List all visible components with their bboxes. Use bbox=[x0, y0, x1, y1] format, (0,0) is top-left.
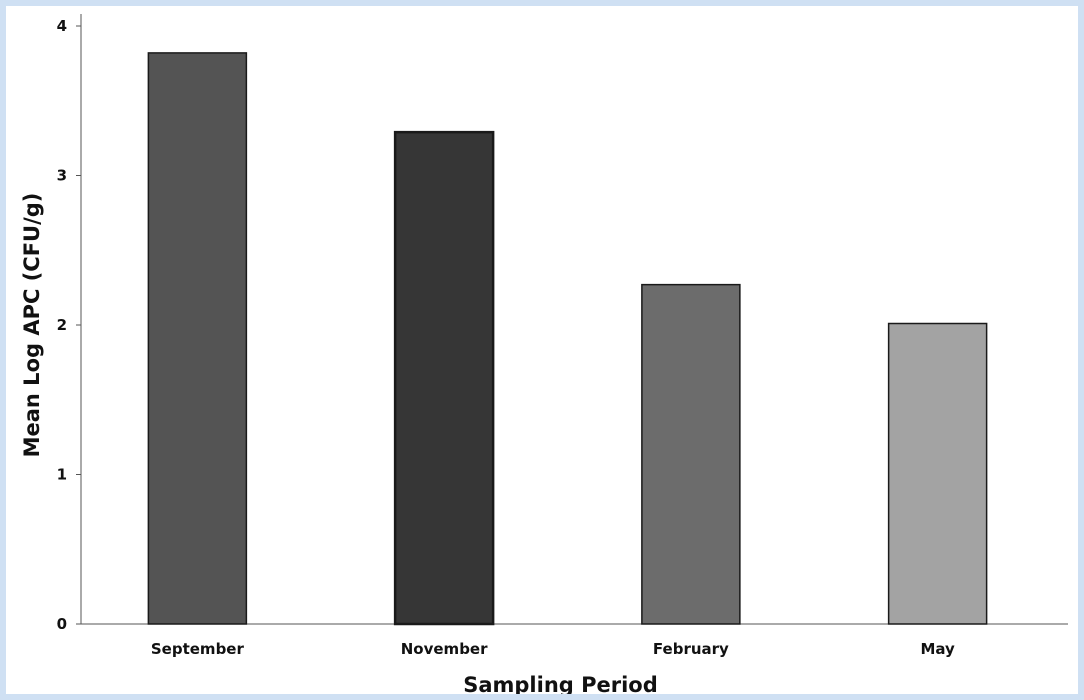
y-tick-label: 2 bbox=[57, 316, 67, 334]
x-axis-title: Sampling Period bbox=[463, 673, 658, 694]
y-tick-label: 4 bbox=[57, 17, 67, 35]
y-tick-label: 3 bbox=[57, 167, 67, 185]
bar-november bbox=[393, 130, 495, 626]
bar-may bbox=[887, 322, 988, 625]
y-axis-title: Mean Log APC (CFU/g) bbox=[20, 193, 44, 458]
chart-frame: 0 1 2 3 4 September November February May Sampl… bbox=[6, 6, 1078, 694]
bar-chart: 0 1 2 3 4 September November February May Sampl… bbox=[20, 14, 1068, 694]
x-axis-ticks: September November February May bbox=[151, 640, 955, 658]
x-tick-label: February bbox=[653, 640, 729, 658]
x-tick-label: May bbox=[920, 640, 955, 658]
bar-september bbox=[147, 52, 248, 625]
bars bbox=[147, 52, 988, 626]
x-tick-label: September bbox=[151, 640, 245, 658]
bar-february bbox=[641, 283, 741, 625]
y-tick-label: 0 bbox=[57, 615, 67, 633]
y-tick-label: 1 bbox=[57, 466, 67, 484]
y-axis-ticks: 0 1 2 3 4 bbox=[57, 17, 81, 633]
x-tick-label: November bbox=[401, 640, 488, 658]
